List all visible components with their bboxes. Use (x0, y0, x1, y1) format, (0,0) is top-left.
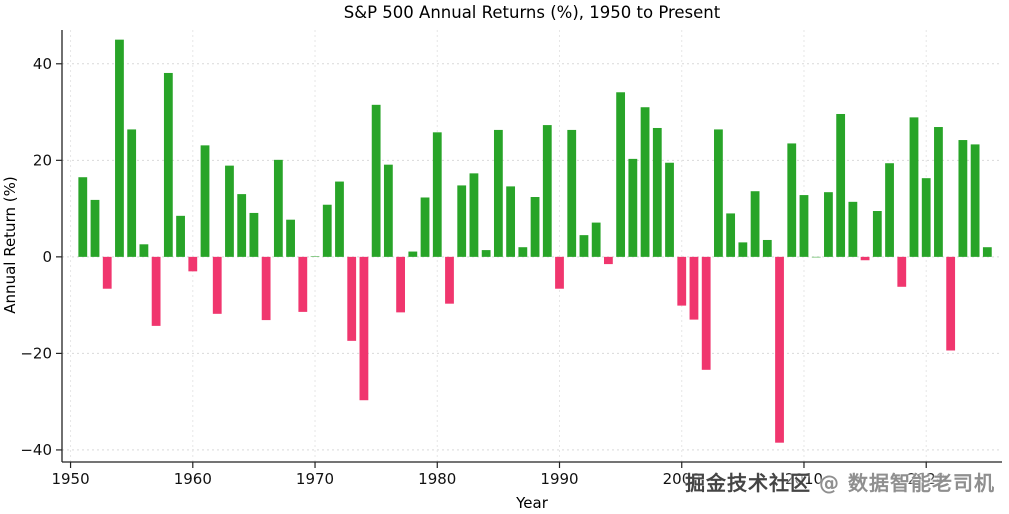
bar-2013 (836, 113, 846, 257)
x-tick-label: 1970 (296, 470, 334, 488)
bar-1968 (286, 219, 295, 257)
bar-1956 (139, 244, 149, 257)
bar-1978 (408, 251, 418, 257)
bar-2006 (750, 191, 760, 257)
bar-1954 (115, 39, 124, 257)
bar-2014 (848, 201, 858, 257)
bar-1980 (432, 132, 442, 257)
bar-1975 (371, 104, 381, 257)
bar-1971 (322, 204, 332, 257)
bar-1963 (225, 165, 234, 257)
x-axis-label: Year (516, 494, 548, 512)
bar-1996 (628, 158, 638, 257)
bar-2000 (677, 256, 687, 306)
bar-1964 (237, 194, 247, 257)
bar-2024 (970, 144, 980, 257)
bar-1976 (383, 164, 393, 257)
bar-1984 (481, 250, 491, 257)
y-tick-label: 40 (33, 55, 52, 73)
bar-1993 (591, 222, 601, 257)
bar-2005 (738, 242, 748, 257)
bar-1989 (542, 125, 552, 257)
bar-2023 (958, 140, 968, 257)
bar-2001 (689, 256, 699, 320)
bar-1960 (188, 256, 198, 272)
bar-2010 (799, 195, 809, 257)
bar-1972 (335, 181, 344, 257)
bar-2021 (934, 127, 943, 257)
bar-1981 (445, 256, 454, 304)
x-tick-label: 1980 (418, 470, 456, 488)
x-tick-label: 1960 (174, 470, 212, 488)
bar-1994 (604, 256, 613, 265)
x-tick-label: 2020 (907, 470, 945, 488)
bar-1959 (176, 215, 185, 257)
bar-1998 (652, 127, 662, 257)
bar-1985 (493, 129, 503, 257)
bar-2019 (909, 117, 919, 257)
bar-1965 (249, 212, 259, 257)
x-tick-label: 2010 (785, 470, 823, 488)
bar-1955 (127, 129, 137, 257)
bar-2004 (726, 213, 736, 257)
bar-2022 (946, 256, 956, 351)
bar-2007 (762, 239, 772, 257)
bar-1977 (396, 256, 405, 313)
x-tick-label: 2000 (663, 470, 701, 488)
bar-2025 (982, 247, 992, 257)
bar-2011 (811, 256, 821, 258)
bar-1957 (151, 256, 161, 326)
bar-2009 (787, 143, 797, 257)
y-tick-label: −20 (20, 344, 52, 362)
bar-2018 (897, 256, 907, 287)
chart-title: S&P 500 Annual Returns (%), 1950 to Pres… (343, 3, 721, 22)
bar-2020 (921, 178, 931, 257)
bar-1999 (665, 162, 674, 257)
bar-1979 (420, 197, 430, 257)
bar-1961 (200, 145, 210, 257)
bar-1973 (347, 256, 357, 341)
bar-2015 (860, 256, 870, 261)
bar-2002 (701, 256, 711, 370)
bar-1953 (102, 256, 112, 289)
x-tick-label: 1990 (540, 470, 578, 488)
bar-2008 (775, 256, 784, 443)
bar-1951 (78, 177, 88, 257)
bar-2012 (824, 192, 833, 257)
y-tick-label: 20 (33, 151, 52, 169)
bar-1966 (261, 256, 271, 321)
bar-1992 (579, 235, 589, 257)
bar-1983 (469, 173, 479, 257)
bar-1970 (310, 256, 320, 257)
bar-2003 (714, 129, 723, 257)
bar-1962 (212, 256, 222, 314)
y-tick-label: −40 (20, 441, 52, 459)
bar-1987 (518, 247, 528, 257)
bar-1969 (298, 256, 308, 312)
bar-1990 (555, 256, 564, 289)
bar-1952 (90, 199, 100, 257)
bar-1997 (640, 107, 650, 257)
x-tick-label: 1950 (51, 470, 89, 488)
bar-1958 (163, 72, 173, 257)
bar-2017 (885, 163, 894, 257)
bar-1967 (273, 159, 283, 257)
bar-1991 (567, 129, 577, 257)
bar-1986 (506, 186, 516, 257)
y-tick-label: 0 (42, 248, 52, 266)
bar-1982 (457, 185, 467, 257)
bar-1974 (359, 256, 369, 401)
bar-1988 (530, 197, 540, 257)
bar-1995 (616, 92, 626, 257)
bar-2016 (872, 211, 882, 257)
